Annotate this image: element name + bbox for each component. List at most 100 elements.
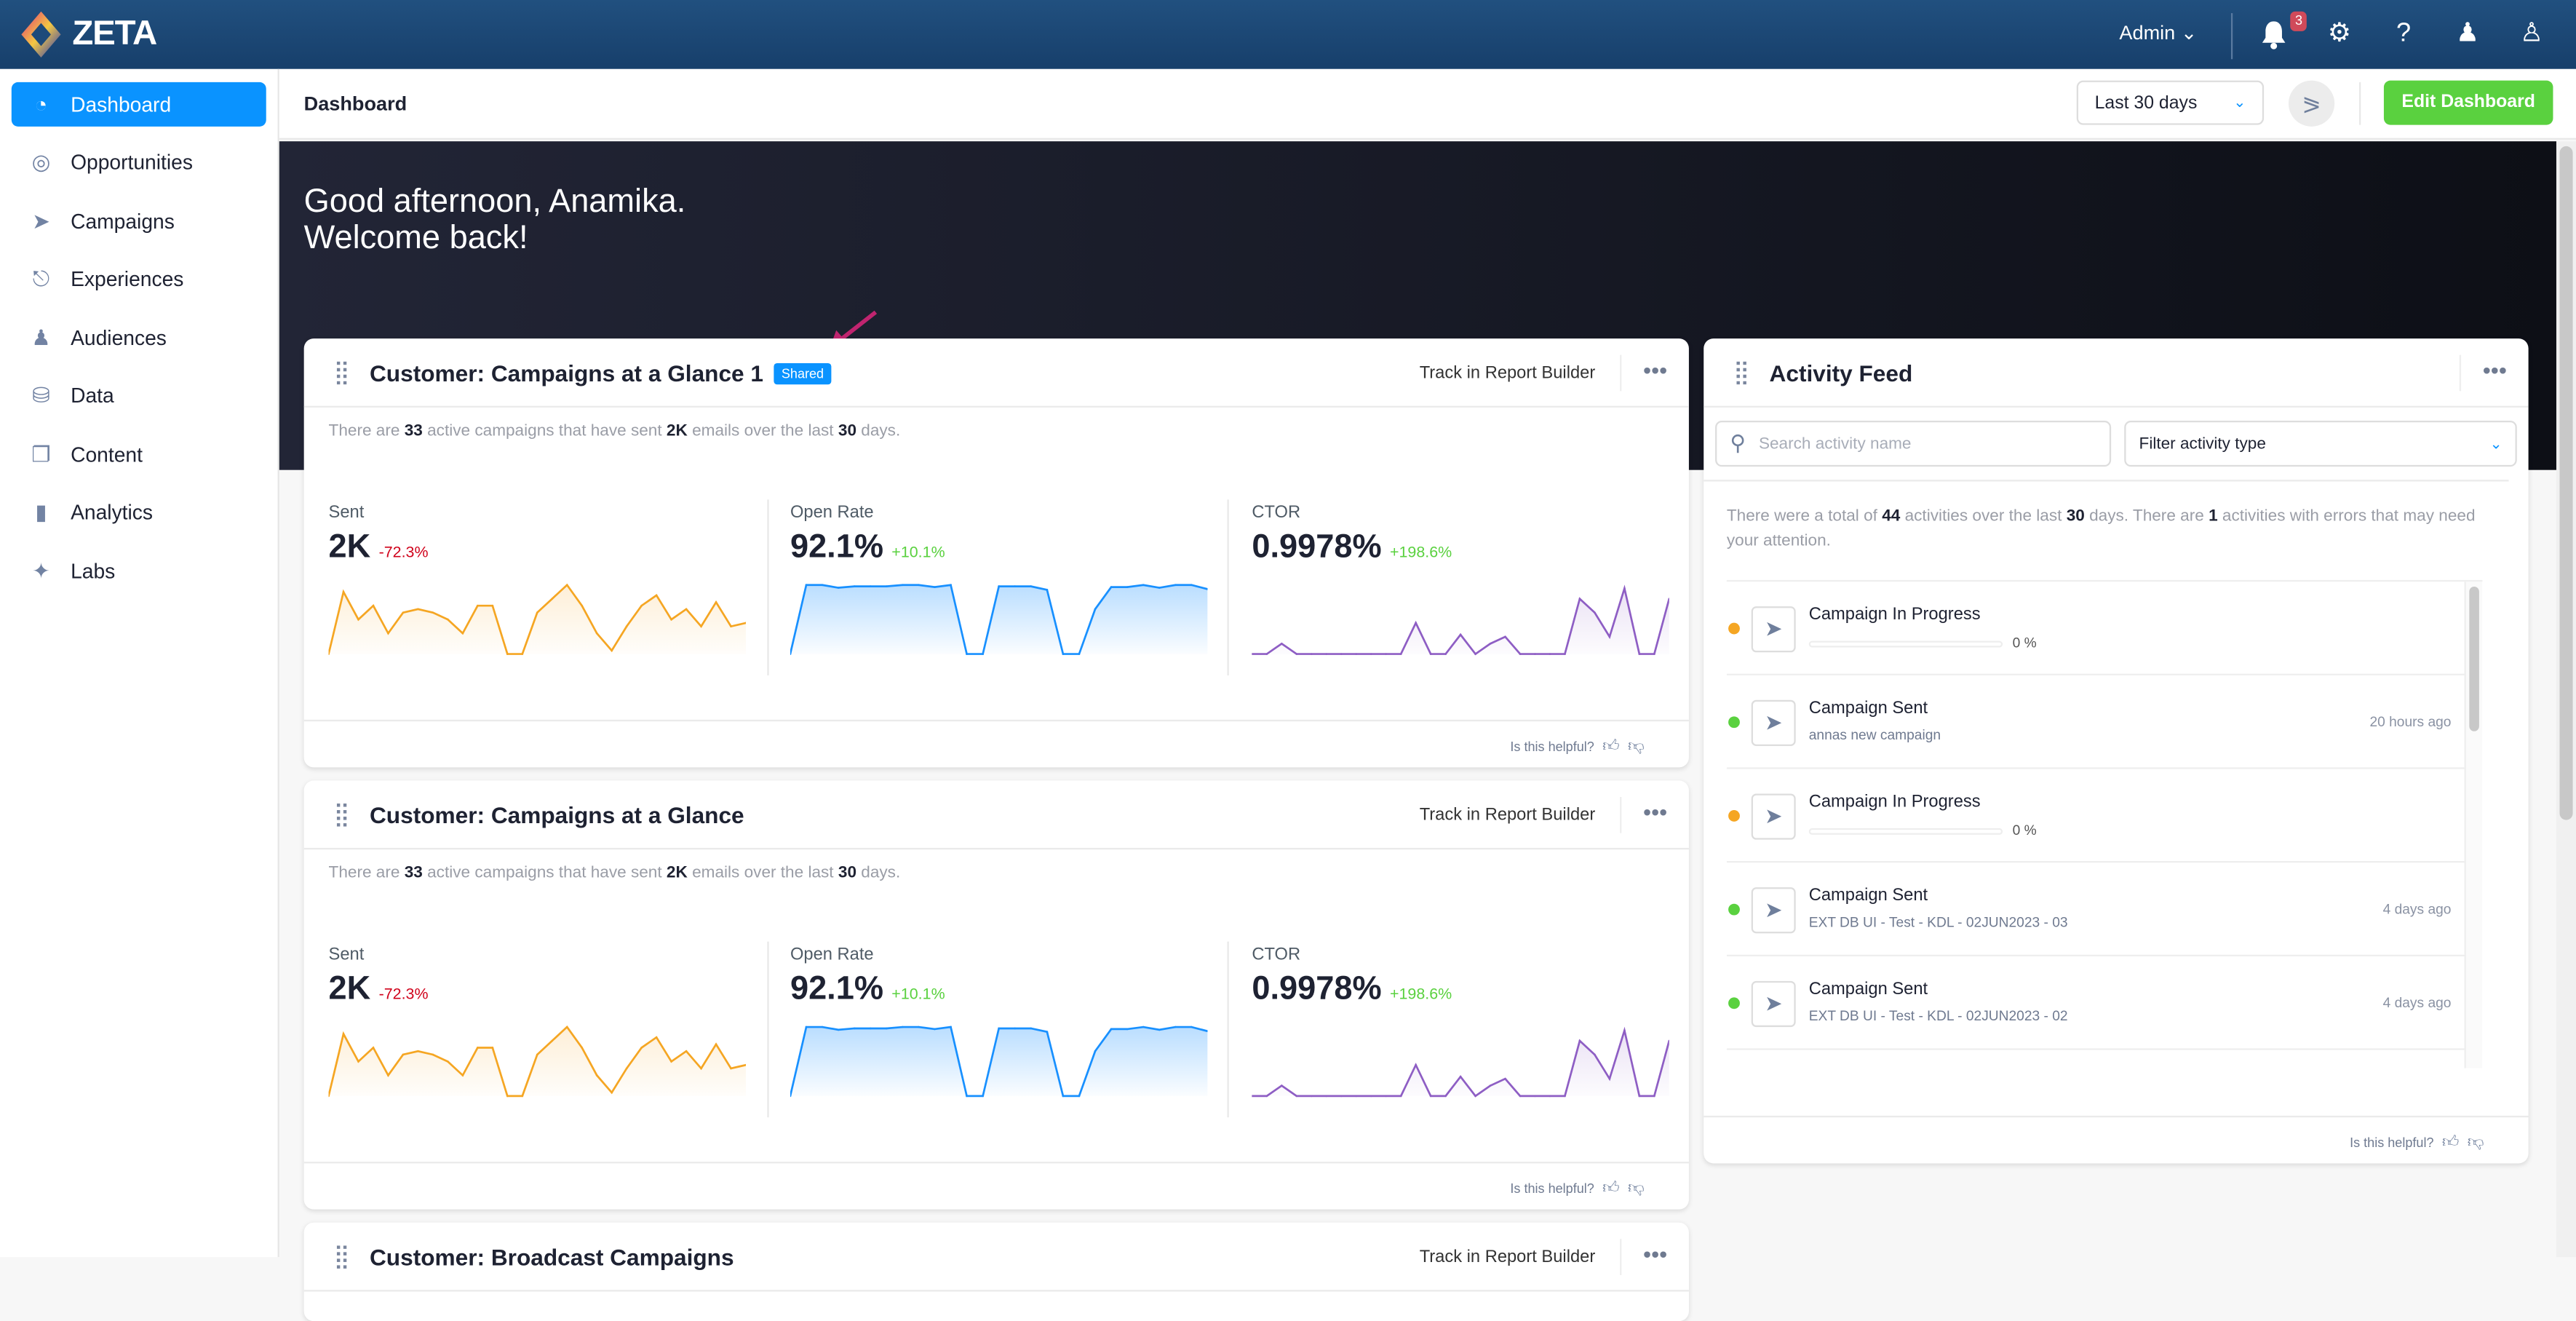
metric-label: Sent — [328, 945, 365, 965]
sparkline-point — [1280, 1084, 1283, 1087]
sparkline-point — [1459, 633, 1462, 636]
campaigns-glance-card: Customer: Campaigns at a Glance Track in… — [303, 780, 1689, 1210]
sparkline-point — [551, 1039, 554, 1042]
sparkline-point — [934, 586, 936, 588]
activity-subtitle: annas new campaign — [1808, 726, 1941, 743]
sidebar-item-opportunities[interactable]: ◎ Opportunities — [12, 140, 266, 185]
sidebar-item-experiences[interactable]: ⎋ Experiences — [12, 257, 266, 301]
drag-handle-icon[interactable] — [336, 1245, 347, 1269]
sparkline-point — [1549, 653, 1551, 655]
sidebar-item-campaigns[interactable]: ➤ Campaigns — [12, 199, 266, 243]
drag-handle-icon[interactable] — [336, 804, 347, 827]
sparkline-point — [966, 653, 968, 655]
activity-item[interactable] — [1727, 1050, 2465, 1068]
sparkline-point — [837, 1028, 840, 1031]
share-button[interactable]: ⪖ — [2288, 80, 2335, 127]
drag-handle-icon[interactable] — [336, 361, 347, 385]
card-footer: Is this helpful? 👍︎ 👎︎ — [303, 1162, 1689, 1209]
sparkline-point — [1340, 1095, 1343, 1098]
greeting: Good afternoon, Anamika. Welcome back! — [304, 184, 686, 256]
activity-item[interactable]: ➤ Campaign In Progress 0 % — [1726, 769, 2465, 863]
sparkline-point — [853, 1027, 856, 1030]
bell-icon[interactable] — [2261, 20, 2287, 49]
thumbs-down-icon[interactable]: 👎︎ — [1628, 737, 1645, 756]
sparkline-point — [1549, 1095, 1551, 1098]
track-in-report-builder-link[interactable]: Track in Report Builder — [1419, 805, 1596, 825]
edit-dashboard-button[interactable]: Edit Dashboard — [2383, 80, 2553, 125]
more-options-icon[interactable]: ••• — [1620, 1239, 1689, 1275]
sparkline-point — [998, 1027, 1001, 1030]
speedometer-icon: ◔ — [34, 92, 48, 117]
track-in-report-builder-link[interactable]: Track in Report Builder — [1419, 362, 1596, 384]
sparkline-point — [1110, 1028, 1113, 1031]
activity-item[interactable]: ➤ Campaign In Progress 0 % — [1726, 582, 2465, 675]
paper-plane-icon: ➤ — [1751, 793, 1796, 840]
zeta-logo[interactable]: ZETA — [20, 11, 157, 58]
sparkline-point — [417, 1050, 419, 1052]
sparkline-area — [790, 584, 1208, 654]
sparkline-area — [790, 1027, 1208, 1096]
sparkline-point — [640, 604, 643, 607]
thumbs-up-icon[interactable]: 👍︎ — [1602, 737, 1620, 756]
sidebar-item-content[interactable]: ❐ Content — [12, 432, 266, 477]
sparkline-point — [1623, 1029, 1626, 1032]
more-options-icon[interactable]: ••• — [2459, 354, 2529, 392]
sparkline-point — [611, 649, 613, 652]
sparkline-point — [1578, 1039, 1581, 1042]
drag-handle-icon[interactable] — [1736, 361, 1746, 385]
activity-type-filter[interactable]: Filter activity type ⌄ — [2124, 420, 2517, 467]
sparkline-sent — [328, 1026, 746, 1098]
gear-icon[interactable]: ⚙︎ — [2327, 20, 2352, 48]
card-title-text: Customer: Broadcast Campaigns — [369, 1244, 734, 1271]
date-range-select[interactable]: Last 30 days ⌄ — [2076, 80, 2265, 125]
activity-item[interactable]: ➤ Campaign Sent EXT DB UI - Test - KDL - … — [1726, 956, 2465, 1050]
sparkline-point — [328, 1095, 330, 1098]
admin-user-icon[interactable]: ♟︎ — [2455, 20, 2480, 48]
thumbs-up-icon[interactable]: 👍︎ — [2441, 1133, 2460, 1152]
progress-label: 0 % — [2012, 634, 2037, 651]
help-icon[interactable]: ? — [2396, 20, 2412, 48]
sidebar-item-dashboard[interactable]: ◔ Dashboard — [11, 82, 266, 127]
thumbs-up-icon[interactable]: 👍︎ — [1602, 1180, 1620, 1198]
page-scrollbar[interactable] — [2556, 141, 2576, 1258]
sparkline-point — [447, 1060, 449, 1063]
track-in-report-builder-link[interactable]: Track in Report Builder — [1419, 1247, 1596, 1267]
activity-title: Campaign In Progress — [1808, 792, 1981, 812]
sparkline-point — [950, 1026, 952, 1028]
sidebar-item-labs[interactable]: ✦ Labs — [12, 549, 266, 593]
sparkline-point — [1206, 1030, 1208, 1033]
users-icon: ♟ — [31, 324, 51, 349]
zeta-diamond-icon — [21, 11, 61, 58]
sparkline-point — [1110, 586, 1113, 588]
role-dropdown[interactable]: Admin ⌄ — [2119, 21, 2197, 44]
sidebar-item-audiences[interactable]: ♟ Audiences — [12, 315, 266, 360]
sparkline-point — [685, 1050, 688, 1052]
files-icon: ❐ — [31, 441, 51, 467]
user-icon[interactable]: ♙︎ — [2519, 20, 2544, 48]
more-options-icon[interactable]: ••• — [1620, 354, 1689, 392]
search-activity-input[interactable]: ⚲ Search activity name — [1715, 420, 2112, 467]
campaign-summary: There are 33 active campaigns that have … — [328, 422, 901, 441]
sidebar-item-data[interactable]: ⛁ Data — [12, 374, 266, 418]
sparkline-point — [885, 585, 888, 587]
activity-item[interactable]: ➤ Campaign Sent EXT DB UI - Test - KDL - … — [1726, 862, 2465, 956]
sparkline-point — [1014, 585, 1017, 587]
sparkline-point — [1608, 635, 1611, 638]
sparkline-point — [372, 604, 375, 607]
sparkline-point — [670, 618, 672, 621]
sidebar-item-label: Audiences — [71, 326, 167, 349]
campaigns-glance-card: Customer: Broadcast Campaigns Track in R… — [303, 1222, 1689, 1321]
activity-item[interactable]: ➤ Campaign Sent annas new campaign 20 hour… — [1726, 675, 2465, 769]
sparkline-point — [1030, 585, 1033, 587]
card-title: Activity Feed — [1769, 360, 1913, 386]
sparkline-area — [328, 584, 746, 654]
chevron-down-icon: ⌄ — [2489, 435, 2503, 451]
metric-change: -72.3% — [378, 985, 429, 1004]
activity-list-scrollbar[interactable] — [2464, 582, 2483, 1068]
more-options-icon[interactable]: ••• — [1620, 796, 1689, 833]
thumbs-down-icon[interactable]: 👎︎ — [2467, 1133, 2484, 1152]
thumbs-down-icon[interactable]: 👎︎ — [1628, 1180, 1645, 1198]
sidebar-item-analytics[interactable]: ▮ Analytics — [12, 491, 266, 535]
sparkline-point — [730, 1067, 732, 1070]
sparkline-point — [1046, 589, 1049, 591]
